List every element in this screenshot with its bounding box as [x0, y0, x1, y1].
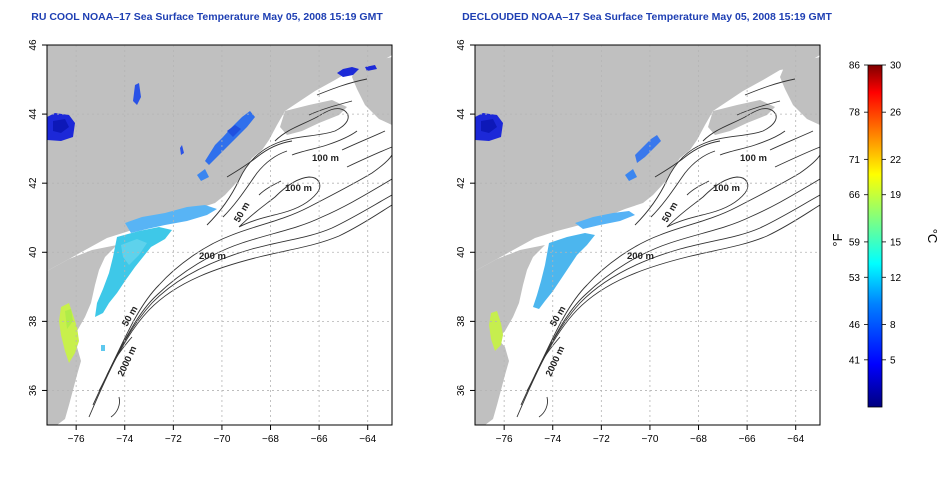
right-map-ticks: −76 −74 −72 −70 −68 −66 −64 46 44 42 40 38 36: [456, 39, 805, 445]
celsius-tick-label: 5: [890, 355, 896, 366]
depth-label: 200 m: [199, 251, 226, 262]
colorbar-gradient: [867, 64, 883, 408]
longitude-tick-label: −76: [496, 434, 513, 445]
celsius-unit-label: °C: [925, 229, 940, 244]
right-map-gridlines: [475, 44, 820, 425]
fahrenheit-tick-label: 53: [849, 273, 861, 284]
latitude-tick-label: 42: [28, 177, 39, 189]
longitude-tick-label: −66: [739, 434, 756, 445]
depth-label: 100 m: [713, 183, 740, 194]
longitude-tick-label: −72: [165, 434, 182, 445]
latitude-tick-label: 40: [456, 246, 467, 258]
right-map-title: DECLOUDED NOAA–17 Sea Surface Temperatur…: [462, 11, 832, 23]
latitude-tick-label: 36: [456, 384, 467, 396]
latitude-tick-label: 44: [456, 108, 467, 120]
celsius-tick-label: 30: [890, 61, 902, 72]
fahrenheit-tick-label: 86: [849, 61, 861, 72]
longitude-tick-label: −64: [359, 434, 376, 445]
left-map-title: RU COOL NOAA–17 Sea Surface Temperature …: [31, 11, 383, 23]
longitude-tick-label: −64: [787, 434, 804, 445]
depth-label: 100 m: [285, 183, 312, 194]
latitude-tick-label: 44: [28, 108, 39, 120]
right-map-panel: 100 m 100 m 50 m 200 m 50 m 2000 m −76 −7…: [456, 39, 821, 445]
latitude-tick-label: 40: [28, 246, 39, 258]
fahrenheit-tick-label: 46: [849, 320, 861, 331]
celsius-tick-label: 22: [890, 155, 902, 166]
latitude-tick-label: 38: [28, 315, 39, 327]
longitude-tick-label: −68: [690, 434, 707, 445]
celsius-tick-label: 19: [890, 190, 902, 201]
latitude-tick-label: 38: [456, 315, 467, 327]
latitude-tick-label: 36: [28, 384, 39, 396]
depth-label: 200 m: [627, 251, 654, 262]
fahrenheit-tick-label: 59: [849, 237, 861, 248]
celsius-tick-label: 26: [890, 108, 902, 119]
celsius-tick-label: 12: [890, 273, 902, 284]
latitude-tick-label: 46: [28, 39, 39, 51]
latitude-tick-label: 46: [456, 39, 467, 51]
left-map-ticks: −76 −74 −72 −70 −68 −66 −64 46 44 42 40 38 36: [28, 39, 377, 445]
fahrenheit-tick-label: 41: [849, 355, 861, 366]
depth-label: 100 m: [312, 153, 339, 164]
longitude-tick-label: −74: [544, 434, 561, 445]
longitude-tick-label: −74: [116, 434, 133, 445]
longitude-tick-label: −66: [311, 434, 328, 445]
colorbar-ticks: 86 30 78 26 71 22 66 19 59 15 53 12 46 8 41 5: [849, 61, 902, 367]
longitude-tick-label: −76: [68, 434, 85, 445]
celsius-tick-label: 8: [890, 320, 896, 331]
longitude-tick-label: −68: [262, 434, 279, 445]
depth-label: 100 m: [740, 153, 767, 164]
longitude-tick-label: −70: [641, 434, 658, 445]
left-map-gridlines: [47, 44, 392, 425]
fahrenheit-unit-label: °F: [830, 233, 845, 246]
longitude-tick-label: −72: [593, 434, 610, 445]
fahrenheit-tick-label: 78: [849, 108, 861, 119]
temperature-colorbar: 86 30 78 26 71 22 66 19 59 15 53 12 46 8 41 5 °F °C: [830, 61, 940, 408]
left-map-panel: 100 m 100 m 50 m 200 m 50 m 2000 m −76 −7…: [28, 39, 393, 445]
fahrenheit-tick-label: 66: [849, 190, 861, 201]
fahrenheit-tick-label: 71: [849, 155, 861, 166]
latitude-tick-label: 42: [456, 177, 467, 189]
longitude-tick-label: −70: [213, 434, 230, 445]
celsius-tick-label: 15: [890, 237, 902, 248]
